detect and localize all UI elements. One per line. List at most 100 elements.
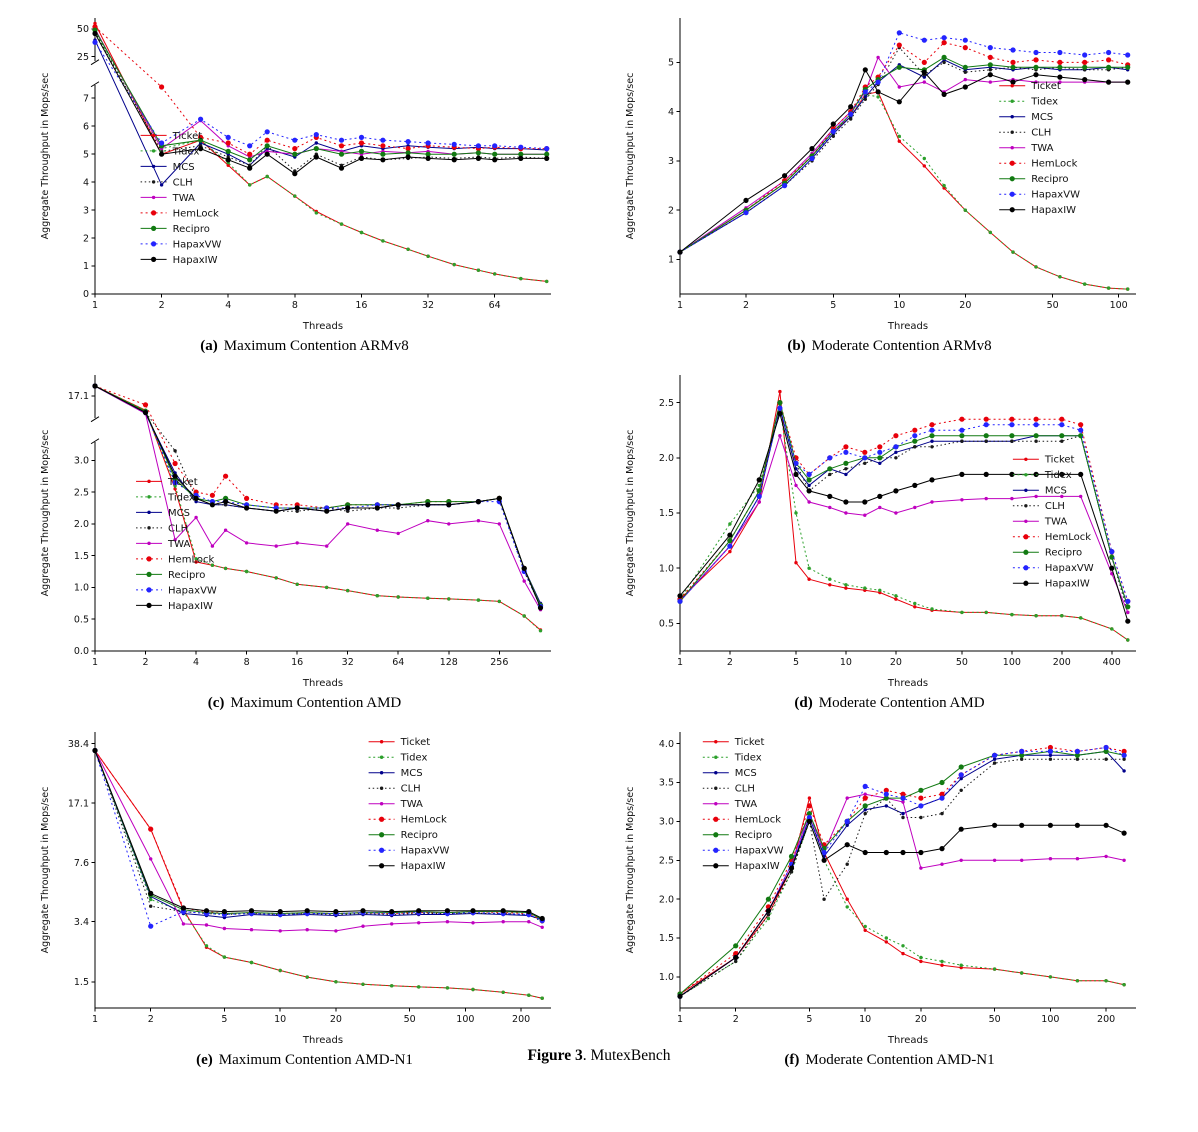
data-point bbox=[1032, 57, 1039, 63]
svg-text:7.6: 7.6 bbox=[73, 858, 88, 869]
data-point bbox=[863, 95, 867, 99]
data-point bbox=[475, 150, 481, 156]
data-point bbox=[827, 505, 831, 510]
data-point bbox=[294, 505, 300, 511]
data-point bbox=[727, 522, 732, 526]
data-point bbox=[142, 409, 148, 416]
y-axis-label: Aggregate Throughput in Mops/sec bbox=[625, 430, 636, 597]
svg-text:2: 2 bbox=[667, 205, 673, 216]
data-point bbox=[963, 77, 967, 82]
legend: Ticket Tidex MCS CLH TWA HemLock Recipro HapaxV… bbox=[140, 131, 221, 266]
legend: Ticket Tidex MCS CLH TWA HemLock Recipro HapaxV… bbox=[368, 737, 449, 872]
data-point bbox=[845, 897, 849, 901]
data-point bbox=[806, 483, 811, 488]
data-point bbox=[425, 254, 430, 258]
data-point bbox=[958, 764, 964, 770]
data-point bbox=[142, 402, 148, 408]
data-point bbox=[918, 959, 923, 964]
data-point bbox=[826, 466, 832, 472]
data-point bbox=[922, 75, 926, 79]
data-point bbox=[345, 588, 349, 593]
data-point bbox=[1059, 439, 1063, 443]
data-point bbox=[375, 594, 379, 598]
caption-label: (e) bbox=[196, 1052, 213, 1068]
data-point bbox=[338, 165, 344, 171]
data-point bbox=[1032, 64, 1039, 70]
data-point bbox=[1078, 616, 1082, 620]
data-point bbox=[921, 59, 927, 65]
data-point bbox=[922, 164, 926, 168]
data-point bbox=[792, 471, 799, 477]
data-point bbox=[917, 803, 923, 809]
data-point bbox=[726, 532, 732, 538]
data-point bbox=[1124, 618, 1130, 624]
data-point bbox=[788, 865, 794, 871]
data-point bbox=[776, 400, 782, 406]
data-point bbox=[676, 993, 683, 999]
series-HemLock bbox=[91, 747, 545, 924]
data-point bbox=[244, 541, 248, 545]
caption-text: Maximum Contention AMD bbox=[230, 695, 402, 711]
data-point bbox=[522, 614, 526, 618]
data-point bbox=[1008, 422, 1014, 428]
data-point bbox=[1019, 971, 1023, 975]
series-HapaxVW bbox=[91, 39, 549, 152]
data-point bbox=[863, 792, 867, 796]
data-point bbox=[375, 528, 379, 532]
caption-label: (f) bbox=[784, 1052, 800, 1068]
data-point bbox=[203, 908, 209, 914]
data-point bbox=[806, 488, 812, 494]
data-point bbox=[963, 70, 967, 74]
data-point bbox=[1059, 614, 1063, 618]
data-point bbox=[1058, 471, 1064, 477]
data-point bbox=[883, 791, 889, 797]
data-point bbox=[446, 522, 450, 526]
data-point bbox=[358, 134, 364, 140]
data-point bbox=[1032, 49, 1039, 56]
x-axis-label: Threads bbox=[886, 678, 927, 689]
svg-text:2.5: 2.5 bbox=[658, 398, 673, 409]
data-point bbox=[1081, 77, 1087, 83]
svg-text:0.5: 0.5 bbox=[658, 619, 673, 630]
data-point bbox=[766, 913, 770, 917]
legend-label: MCS bbox=[400, 768, 422, 779]
data-point bbox=[395, 502, 401, 508]
data-point bbox=[862, 513, 866, 517]
series-TWA bbox=[92, 384, 542, 612]
svg-text:1.5: 1.5 bbox=[73, 977, 88, 988]
legend-label: HapaxVW bbox=[172, 239, 221, 250]
data-point bbox=[900, 800, 905, 804]
data-point bbox=[992, 757, 996, 761]
data-point bbox=[360, 924, 365, 928]
svg-text:0: 0 bbox=[82, 289, 88, 300]
svg-text:1.5: 1.5 bbox=[73, 551, 88, 562]
svg-text:64: 64 bbox=[392, 657, 404, 668]
chart-a: 1 2 4 8 16 32 64 Threads 0 1 2 3 4 5 6 7 25 50 Aggregate T… bbox=[35, 6, 575, 336]
data-point bbox=[476, 519, 480, 523]
data-point bbox=[917, 849, 923, 856]
data-point bbox=[1106, 286, 1110, 290]
data-point bbox=[379, 137, 385, 143]
svg-text:3.4: 3.4 bbox=[73, 917, 88, 928]
data-point bbox=[877, 505, 881, 510]
series-Tidex bbox=[92, 748, 544, 1000]
data-point bbox=[491, 151, 497, 157]
svg-text:2.5: 2.5 bbox=[73, 487, 88, 498]
data-point bbox=[830, 121, 836, 127]
data-point bbox=[959, 788, 963, 792]
series-TWA bbox=[92, 748, 544, 933]
data-point bbox=[444, 908, 450, 914]
data-point bbox=[543, 151, 549, 157]
series-HemLock bbox=[91, 24, 549, 157]
svg-text:50: 50 bbox=[988, 1014, 1000, 1025]
data-point bbox=[883, 787, 889, 793]
legend-label: Ticket bbox=[733, 737, 764, 748]
data-point bbox=[939, 811, 944, 816]
data-point bbox=[225, 157, 231, 163]
data-point bbox=[396, 595, 400, 599]
data-point bbox=[875, 55, 880, 60]
data-point bbox=[491, 157, 497, 163]
data-point bbox=[884, 940, 888, 944]
data-point bbox=[806, 477, 812, 483]
